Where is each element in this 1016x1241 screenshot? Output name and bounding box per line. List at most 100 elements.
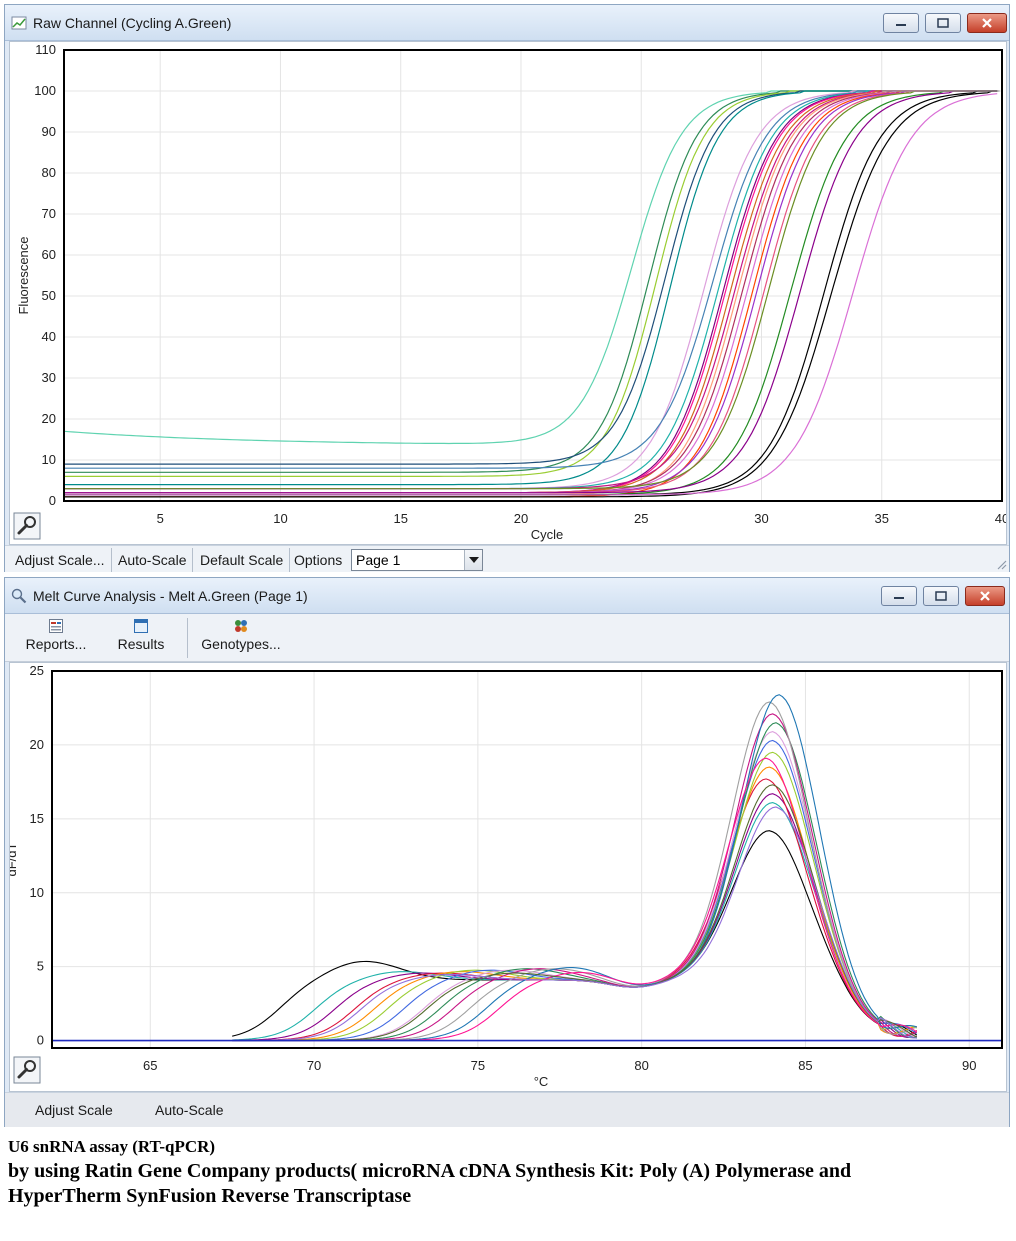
auto-scale-button[interactable]: Auto-Scale xyxy=(112,548,194,572)
series-line-11 xyxy=(64,90,998,494)
melt-curve-window: Melt Curve Analysis - Melt A.Green (Page… xyxy=(4,577,1010,1127)
melt-curve-plot-panel: 65 70 75 80 85 90 0 5 10 15 20 25 °C dF/dT xyxy=(4,662,1007,1092)
series-line-20 xyxy=(64,90,998,496)
genotypes-label: Genotypes... xyxy=(201,636,281,652)
series-line-15 xyxy=(64,90,998,494)
x-tick-label: 15 xyxy=(393,511,407,526)
series-line-24 xyxy=(64,93,998,496)
y-tick-label: 20 xyxy=(30,737,44,752)
raw-channel-window: Raw Channel (Cycling A.Green) 5 10 15 20 25 3… xyxy=(4,4,1010,572)
amplification-curves xyxy=(64,90,1000,498)
raw-channel-toolbar: Adjust Scale... Auto-Scale Default Scale… xyxy=(5,545,1009,572)
y-tick-label: 110 xyxy=(35,42,56,57)
x-tick-label: 80 xyxy=(634,1058,648,1073)
maximize-button[interactable] xyxy=(923,586,959,606)
adjust-scale-button[interactable]: Adjust Scale xyxy=(35,1102,113,1118)
raw-channel-plot-panel: 5 10 15 20 25 30 35 40 0 10 20 30 40 50 60 70 80 90 100 110… xyxy=(9,41,1009,545)
series-line-2 xyxy=(64,90,998,473)
wrench-icon[interactable] xyxy=(13,1056,41,1084)
options-button[interactable]: Options xyxy=(294,552,343,568)
plot-frame xyxy=(63,49,1003,502)
y-tick-label: 30 xyxy=(42,370,56,385)
y-tick-label: 10 xyxy=(30,885,44,900)
melt-curve-chart: 65 70 75 80 85 90 0 5 10 15 20 25 °C dF/dT xyxy=(4,663,1003,1089)
melt-series-4 xyxy=(232,778,918,1042)
reports-button[interactable]: Reports... xyxy=(17,618,95,658)
series-line-23 xyxy=(64,90,998,498)
melt-series-10 xyxy=(232,713,918,1042)
ribbon-separator xyxy=(187,618,188,658)
caption-title: U6 snRNA assay (RT-qPCR) xyxy=(8,1137,216,1156)
series-line-9 xyxy=(64,90,998,494)
melt-curve-titlebar[interactable]: Melt Curve Analysis - Melt A.Green (Page… xyxy=(5,578,1009,614)
y-tick-label: 10 xyxy=(42,452,56,467)
melt-curve-title: Melt Curve Analysis - Melt A.Green (Page… xyxy=(33,588,308,604)
resize-grip-icon[interactable] xyxy=(995,558,1007,570)
results-icon xyxy=(134,619,148,633)
minimize-icon xyxy=(894,597,904,599)
melt-series-7 xyxy=(232,739,918,1042)
caption-line-2: by using Ratin Gene Company products( mi… xyxy=(8,1160,852,1182)
auto-scale-button[interactable]: Auto-Scale xyxy=(155,1102,224,1118)
default-scale-button[interactable]: Default Scale xyxy=(194,548,291,572)
y-tick-label: 25 xyxy=(30,663,44,678)
melt-series-11 xyxy=(232,701,917,1042)
series-line-21 xyxy=(64,90,998,494)
y-tick-label: 90 xyxy=(42,124,56,139)
melt-curves xyxy=(232,694,918,1042)
x-tick-label: 65 xyxy=(143,1058,157,1073)
raw-channel-title: Raw Channel (Cycling A.Green) xyxy=(33,15,232,31)
y-tick-label: 40 xyxy=(42,329,56,344)
y-tick-label: 70 xyxy=(42,206,56,221)
series-line-6 xyxy=(64,90,998,490)
y-tick-label: 0 xyxy=(37,1033,44,1048)
x-tick-label: 5 xyxy=(157,511,164,526)
x-axis-label: °C xyxy=(534,1074,549,1089)
x-tick-label: 30 xyxy=(754,511,768,526)
magnifier-icon xyxy=(11,588,27,604)
chevron-down-icon[interactable] xyxy=(464,550,482,570)
y-tick-label: 0 xyxy=(49,493,56,508)
x-tick-label: 90 xyxy=(962,1058,976,1073)
melt-series-2 xyxy=(232,802,917,1041)
report-icon xyxy=(49,619,63,633)
maximize-icon xyxy=(937,18,949,28)
minimize-button[interactable] xyxy=(881,586,917,606)
y-axis-label: Fluorescence xyxy=(16,236,31,314)
close-button[interactable] xyxy=(967,13,1007,33)
series-line-12 xyxy=(64,90,998,490)
caption-line-3: HyperTherm SynFusion Reverse Transcripta… xyxy=(8,1185,412,1207)
close-button[interactable] xyxy=(965,586,1005,606)
minimize-button[interactable] xyxy=(883,13,919,33)
close-icon xyxy=(982,18,992,28)
x-tick-label: 40 xyxy=(995,511,1006,526)
y-tick-label: 5 xyxy=(37,959,44,974)
genotypes-icon xyxy=(235,620,247,632)
x-tick-label: 70 xyxy=(307,1058,321,1073)
maximize-icon xyxy=(935,591,947,601)
adjust-scale-button[interactable]: Adjust Scale... xyxy=(9,548,112,572)
plot-frame xyxy=(51,670,1003,1049)
x-tick-label: 10 xyxy=(273,511,287,526)
wrench-handle xyxy=(17,1068,28,1079)
page-select-value: Page 1 xyxy=(356,552,401,568)
x-tick-label: 85 xyxy=(798,1058,812,1073)
page-select[interactable]: Page 1 xyxy=(351,549,483,571)
x-tick-label: 25 xyxy=(634,511,648,526)
series-line-13 xyxy=(64,90,998,496)
x-axis-label: Cycle xyxy=(531,527,564,542)
genotypes-button[interactable]: Genotypes... xyxy=(195,618,287,658)
y-tick-label: 60 xyxy=(42,247,56,262)
series-line-17 xyxy=(64,90,998,494)
results-button[interactable]: Results xyxy=(109,618,173,658)
maximize-button[interactable] xyxy=(925,13,961,33)
x-tick-label: 20 xyxy=(514,511,528,526)
wrench-head xyxy=(24,1060,36,1072)
series-line-8 xyxy=(64,90,998,490)
series-line-16 xyxy=(64,90,998,498)
series-line-10 xyxy=(64,90,998,494)
series-line-22 xyxy=(64,90,998,496)
series-line-7 xyxy=(64,90,998,469)
wrench-icon[interactable] xyxy=(13,512,41,540)
raw-channel-titlebar[interactable]: Raw Channel (Cycling A.Green) xyxy=(5,5,1009,41)
